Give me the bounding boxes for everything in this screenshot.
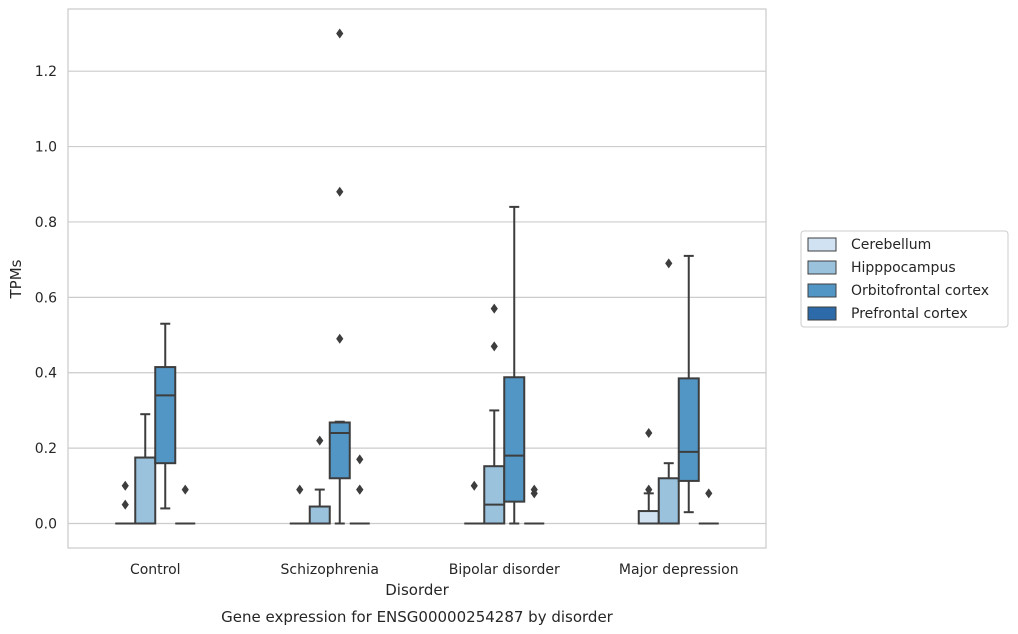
box-group [349,454,370,525]
y-tick-label: 0.4 [35,366,57,382]
outlier-point [296,484,304,495]
outlier-point [530,484,538,495]
legend-entry: Orbitofrontal cortex [851,283,989,299]
outlier-point [336,333,344,344]
box-group [524,484,545,525]
y-tick-label: 1.2 [35,64,57,80]
box-iqr [677,377,700,482]
legend-swatch [807,306,837,321]
x-tick-labels: Control Schizophrenia Bipolar disorder Majo… [130,562,739,578]
outlier-point [645,484,653,495]
box-group [134,413,157,525]
outlier-point [336,186,344,197]
box-group [698,488,719,525]
box-iqr [134,456,157,525]
outlier-point [181,484,189,495]
box-iqr [483,465,506,525]
x-tick-label: Control [130,562,181,578]
outlier-point [645,428,653,439]
legend-entry: Prefrontal cortex [851,306,968,322]
outlier-point [665,258,673,269]
x-axis-label: Disorder [385,581,449,599]
outlier-point [490,303,498,314]
box-group [154,322,177,510]
outlier-point [121,480,129,491]
x-tick-label: Major depression [619,562,739,578]
box-iqr [308,505,331,525]
y-tick-label: 0.2 [35,441,57,457]
outlier-point [470,480,478,491]
x-tick-label: Bipolar disorder [449,562,560,578]
outlier-point [356,454,364,465]
y-tick-label: 0.0 [35,517,57,533]
legend-swatch [807,260,837,275]
x-tick-label: Schizophrenia [281,562,379,578]
legend: Cerebellum Hipppocampus Orbitofrontal cort… [800,230,1009,328]
legend-frame [800,230,1009,328]
box-group [115,480,136,525]
box-iqr [637,510,660,525]
box-group [308,435,331,525]
box-iqr [503,376,526,503]
outlier-point [705,488,713,499]
plot-frame [67,8,767,549]
box-series-group [115,28,719,525]
box-group [464,480,485,525]
legend-entry: Cerebellum [851,237,931,253]
outlier-point [336,28,344,39]
y-tick-label: 1.0 [35,140,57,156]
outlier-point [121,499,129,510]
y-tick-labels: 0.0 0.2 0.4 0.6 0.8 1.0 1.2 [35,64,57,532]
box-iqr [328,421,351,480]
box-group [328,28,351,525]
box-group [637,428,660,525]
box-group [175,484,196,525]
box-group [483,303,506,525]
outlier-point [356,484,364,495]
legend-swatch [807,283,837,298]
y-axis-label: TPMs [7,259,25,299]
box-group [657,258,680,525]
y-tick-label: 0.6 [35,290,57,306]
box-group [677,254,700,514]
legend-swatch [807,237,837,252]
y-tick-label: 0.8 [35,215,57,231]
box-group [503,205,526,525]
outlier-point [490,341,498,352]
box-group [289,484,310,525]
outlier-point [316,435,324,446]
box-iqr [657,477,680,525]
box-iqr [154,366,177,465]
chart-caption: Gene expression for ENSG00000254287 by d… [221,608,614,626]
legend-entry: Hipppocampus [851,260,956,276]
